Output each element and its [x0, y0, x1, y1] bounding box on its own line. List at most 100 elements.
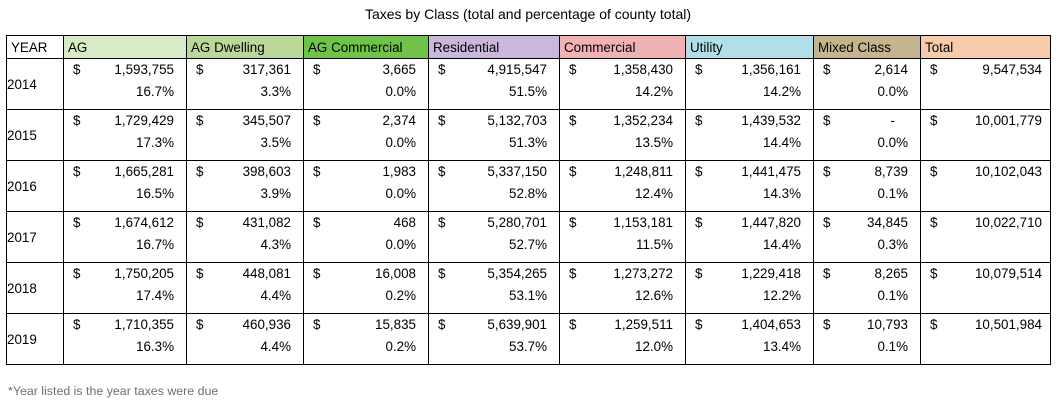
currency-symbol: $ — [569, 215, 577, 230]
amount-value: 1,259,511 — [614, 317, 673, 332]
percent-value: 4.4% — [260, 288, 291, 303]
currency-symbol: $ — [196, 317, 204, 332]
percent-value: 14.2% — [635, 84, 673, 99]
year-cell: 2014 — [6, 58, 64, 110]
data-cell: $2,614 0.0% — [813, 58, 921, 110]
currency-symbol: $ — [313, 62, 321, 77]
amount-value: 1,750,205 — [114, 266, 174, 281]
amount-value: 1,153,181 — [613, 215, 673, 230]
percent-value: 0.0% — [385, 186, 416, 201]
currency-symbol: $ — [438, 317, 446, 332]
data-cell: $1,447,820 14.4% — [685, 211, 814, 263]
data-cell: $1,248,811 12.4% — [559, 160, 686, 212]
data-cell: $1,153,181 11.5% — [559, 211, 686, 263]
table-body: 2014 $1,593,755 16.7% $317,361 3.3% $3,665 0.0… — [6, 58, 1051, 365]
data-cell: $398,603 3.9% — [186, 160, 304, 212]
percent-value: 52.7% — [509, 237, 547, 252]
amount-value: 8,739 — [874, 164, 908, 179]
percent-value: 3.9% — [260, 186, 291, 201]
currency-symbol: $ — [695, 215, 703, 230]
data-cell: $5,354,265 53.1% — [428, 262, 560, 314]
percent-value: 53.1% — [509, 288, 547, 303]
currency-symbol: $ — [73, 317, 81, 332]
amount-value: 448,081 — [242, 266, 291, 281]
amount-value: 2,374 — [382, 113, 416, 128]
amount-value: 1,674,612 — [114, 215, 174, 230]
percent-value: 16.7% — [136, 237, 174, 252]
column-header-ag-commercial: AG Commercial — [303, 35, 429, 59]
currency-symbol: $ — [569, 266, 577, 281]
data-cell: $16,008 0.2% — [303, 262, 429, 314]
currency-symbol: $ — [695, 62, 703, 77]
amount-value: 1,358,430 — [613, 62, 673, 77]
currency-symbol: $ — [313, 164, 321, 179]
table-row: 2016 $1,665,281 16.5% $398,603 3.9% $1,983 0.0… — [6, 160, 1051, 212]
percent-value: 51.3% — [509, 135, 547, 150]
percent-value: 12.6% — [635, 288, 673, 303]
amount-value: 345,507 — [242, 113, 291, 128]
currency-symbol: $ — [823, 62, 831, 77]
currency-symbol: $ — [695, 266, 703, 281]
percent-value: 17.3% — [136, 135, 174, 150]
amount-value: 1,229,418 — [741, 266, 801, 281]
column-header-total: Total — [920, 35, 1051, 59]
currency-symbol: $ — [823, 215, 831, 230]
data-cell: $1,273,272 12.6% — [559, 262, 686, 314]
percent-value: 12.2% — [763, 288, 801, 303]
amount-value: 5,280,701 — [487, 215, 547, 230]
data-cell: $10,793 0.1% — [813, 313, 921, 365]
amount-value: 1,439,532 — [741, 113, 801, 128]
currency-symbol: $ — [569, 113, 577, 128]
currency-symbol: $ — [569, 62, 577, 77]
currency-symbol: $ — [930, 266, 938, 281]
percent-value: 0.0% — [385, 135, 416, 150]
amount-value: 1,710,355 — [114, 317, 174, 332]
table-row: 2017 $1,674,612 16.7% $431,082 4.3% $468 0.0% $… — [6, 211, 1051, 263]
data-cell: $468 0.0% — [303, 211, 429, 263]
data-cell: $3,665 0.0% — [303, 58, 429, 110]
currency-symbol: $ — [823, 317, 831, 332]
data-cell: $1,259,511 12.0% — [559, 313, 686, 365]
table-row: 2015 $1,729,429 17.3% $345,507 3.5% $2,374 0.0… — [6, 109, 1051, 161]
data-cell: $1,983 0.0% — [303, 160, 429, 212]
percent-value: 0.0% — [385, 237, 416, 252]
percent-value: 14.3% — [763, 186, 801, 201]
data-cell: $345,507 3.5% — [186, 109, 304, 161]
amount-value: 5,337,150 — [487, 164, 547, 179]
currency-symbol: $ — [313, 266, 321, 281]
amount-value: 1,248,811 — [614, 164, 673, 179]
amount-value: 460,936 — [242, 317, 291, 332]
percent-value: 0.1% — [877, 339, 908, 354]
column-header-mixed-class: Mixed Class — [813, 35, 921, 59]
amount-value: 1,447,820 — [741, 215, 801, 230]
percent-value: 16.5% — [136, 186, 174, 201]
data-cell: $8,739 0.1% — [813, 160, 921, 212]
currency-symbol: $ — [73, 266, 81, 281]
amount-value: 3,665 — [382, 62, 416, 77]
column-header-residential: Residential — [428, 35, 560, 59]
percent-value: 4.4% — [260, 339, 291, 354]
total-cell: $10,501,984 — [920, 313, 1051, 365]
percent-value: 53.7% — [509, 339, 547, 354]
data-cell: $1,710,355 16.3% — [63, 313, 187, 365]
amount-value: 10,793 — [867, 317, 908, 332]
total-cell: $10,001,779 — [920, 109, 1051, 161]
data-cell: $5,337,150 52.8% — [428, 160, 560, 212]
currency-symbol: $ — [196, 113, 204, 128]
data-cell: $5,639,901 53.7% — [428, 313, 560, 365]
total-value: 10,022,710 — [974, 215, 1042, 230]
table-title: Taxes by Class (total and percentage of … — [364, 6, 692, 22]
amount-value: 398,603 — [242, 164, 291, 179]
percent-value: 3.5% — [260, 135, 291, 150]
currency-symbol: $ — [73, 215, 81, 230]
currency-symbol: $ — [695, 113, 703, 128]
amount-value: 5,132,703 — [487, 113, 547, 128]
year-cell: 2017 — [6, 211, 64, 263]
percent-value: 4.3% — [260, 237, 291, 252]
currency-symbol: $ — [438, 164, 446, 179]
percent-value: 0.0% — [877, 135, 908, 150]
data-cell: $1,356,161 14.2% — [685, 58, 814, 110]
percent-value: 0.0% — [385, 84, 416, 99]
data-cell: $1,352,234 13.5% — [559, 109, 686, 161]
year-cell: 2018 — [6, 262, 64, 314]
